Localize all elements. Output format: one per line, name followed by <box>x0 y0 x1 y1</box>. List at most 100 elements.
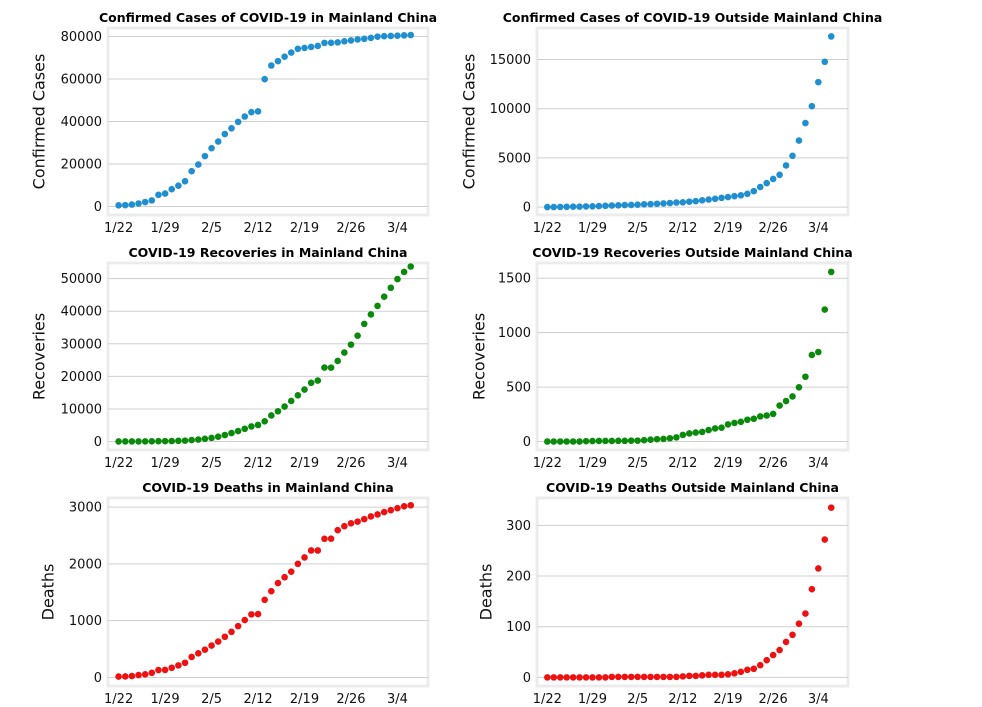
data-point <box>354 518 361 525</box>
data-point <box>563 674 570 681</box>
y-tick-label: 500 <box>506 381 531 396</box>
panel-confirmed-mainland: Confirmed Cases of COVID-19 in Mainland … <box>30 10 438 236</box>
x-tick-label: 1/22 <box>533 692 562 707</box>
data-point <box>321 39 328 47</box>
data-point <box>294 560 302 568</box>
data-point <box>595 674 603 681</box>
data-point <box>808 102 816 110</box>
data-point <box>769 410 777 418</box>
data-point <box>634 673 641 681</box>
data-point <box>544 674 551 681</box>
data-point <box>827 33 835 40</box>
data-point <box>698 428 706 436</box>
data-point <box>705 671 712 679</box>
plot-area <box>106 496 430 688</box>
data-point <box>718 424 725 431</box>
data-point <box>194 436 202 443</box>
x-tick-label: 2/12 <box>243 221 272 236</box>
data-point <box>673 434 680 441</box>
x-tick-label: 3/4 <box>808 221 829 236</box>
y-axis-label: Confirmed Cases <box>460 54 479 190</box>
data-point <box>387 284 395 292</box>
x-tick-label: 1/29 <box>578 456 607 471</box>
data-point <box>666 673 674 681</box>
x-tick-label: 1/29 <box>150 692 179 707</box>
data-point <box>294 45 302 53</box>
data-point <box>815 78 822 86</box>
data-point <box>763 412 771 419</box>
x-tick-label: 2/5 <box>201 221 222 236</box>
x-tick-label: 2/26 <box>336 221 365 236</box>
data-point <box>589 674 596 681</box>
data-point <box>782 638 790 646</box>
y-axis-label: Deaths <box>477 564 496 621</box>
y-axis-label: Recoveries <box>30 313 49 400</box>
data-point <box>261 75 268 83</box>
y-tick-label: 1000 <box>498 326 531 341</box>
data-point <box>321 535 328 543</box>
data-point <box>750 665 758 673</box>
data-point <box>181 437 189 444</box>
panel-deaths-outside: COVID-19 Deaths Outside Mainland China D… <box>477 480 850 707</box>
x-tick-label: 2/26 <box>759 456 788 471</box>
x-tick-label: 2/5 <box>201 456 222 471</box>
x-tick-label: 3/4 <box>808 692 829 707</box>
data-point <box>576 203 583 210</box>
x-tick-label: 1/22 <box>104 456 133 471</box>
data-point <box>128 672 136 680</box>
data-point <box>582 674 590 681</box>
data-point <box>234 118 242 126</box>
data-point <box>121 673 129 680</box>
data-point <box>367 34 375 42</box>
data-point <box>698 672 706 679</box>
data-point <box>234 622 242 630</box>
x-tick-label: 2/26 <box>759 221 788 236</box>
data-point <box>360 320 368 328</box>
data-point <box>148 669 156 677</box>
data-point <box>155 666 162 674</box>
data-point <box>634 437 641 444</box>
data-point <box>135 671 142 679</box>
y-tick-label: 100 <box>506 620 531 635</box>
x-tick-label: 2/19 <box>290 692 319 707</box>
data-point <box>815 565 822 572</box>
data-point <box>334 526 342 534</box>
data-point <box>769 175 777 183</box>
data-point <box>347 37 355 44</box>
y-tick-label: 40000 <box>61 305 102 320</box>
data-point <box>234 427 242 435</box>
data-point <box>354 36 361 43</box>
data-point <box>307 379 315 387</box>
x-tick-label: 2/5 <box>627 221 648 236</box>
panel-recoveries-outside: COVID-19 Recoveries Outside Mainland Chi… <box>470 245 853 471</box>
data-point <box>724 421 732 428</box>
data-point <box>181 659 189 667</box>
data-point <box>679 431 687 439</box>
data-point <box>821 58 829 66</box>
y-tick-label: 0 <box>94 435 102 450</box>
data-point <box>627 437 635 444</box>
data-point <box>827 504 835 511</box>
data-point <box>692 197 700 205</box>
data-point <box>750 415 758 423</box>
data-point <box>576 438 583 445</box>
data-point <box>731 670 738 677</box>
data-point <box>647 673 654 681</box>
data-point <box>407 31 415 39</box>
data-point <box>569 203 577 211</box>
data-point <box>666 434 674 442</box>
data-point <box>634 201 641 208</box>
data-point <box>821 306 829 313</box>
chart-title: COVID-19 Recoveries Outside Mainland Chi… <box>532 245 852 260</box>
data-point <box>128 438 136 445</box>
data-point <box>744 416 751 424</box>
data-point <box>744 190 751 198</box>
plot-area <box>106 261 430 452</box>
data-point <box>782 162 790 169</box>
data-point <box>731 419 738 427</box>
data-point <box>705 196 712 203</box>
data-point <box>660 673 667 681</box>
data-point <box>724 671 732 678</box>
data-point <box>789 631 796 639</box>
